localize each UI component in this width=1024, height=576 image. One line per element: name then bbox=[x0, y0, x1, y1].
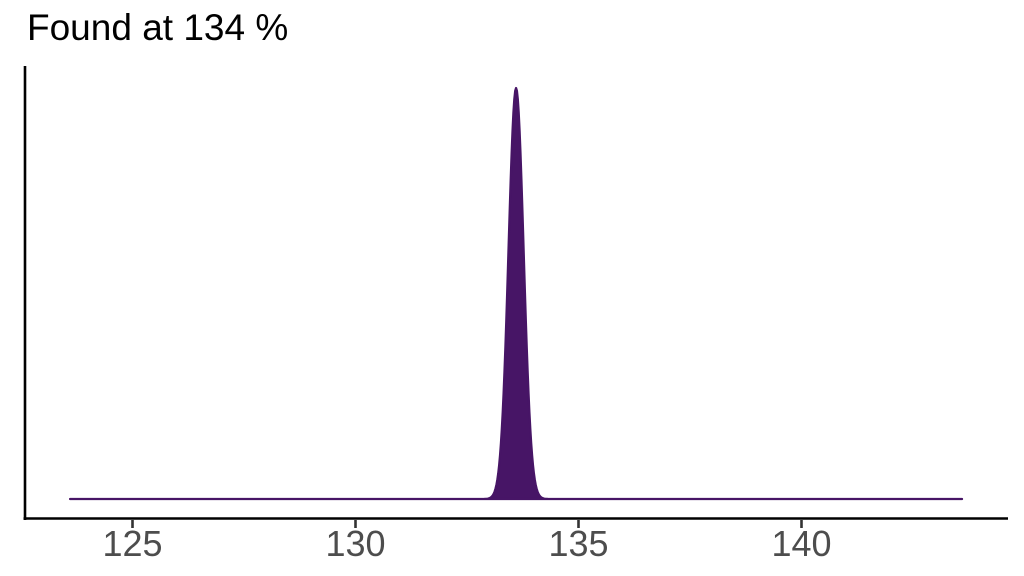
x-axis-ticks bbox=[131, 520, 803, 528]
x-tick-label-130: 130 bbox=[325, 523, 386, 564]
chart-title: Found at 134 % bbox=[27, 7, 289, 48]
x-tick-label-135: 135 bbox=[548, 523, 609, 564]
x-tick-label-140: 140 bbox=[771, 523, 832, 564]
density-curve bbox=[68, 86, 964, 501]
x-tick-label-125: 125 bbox=[102, 523, 163, 564]
